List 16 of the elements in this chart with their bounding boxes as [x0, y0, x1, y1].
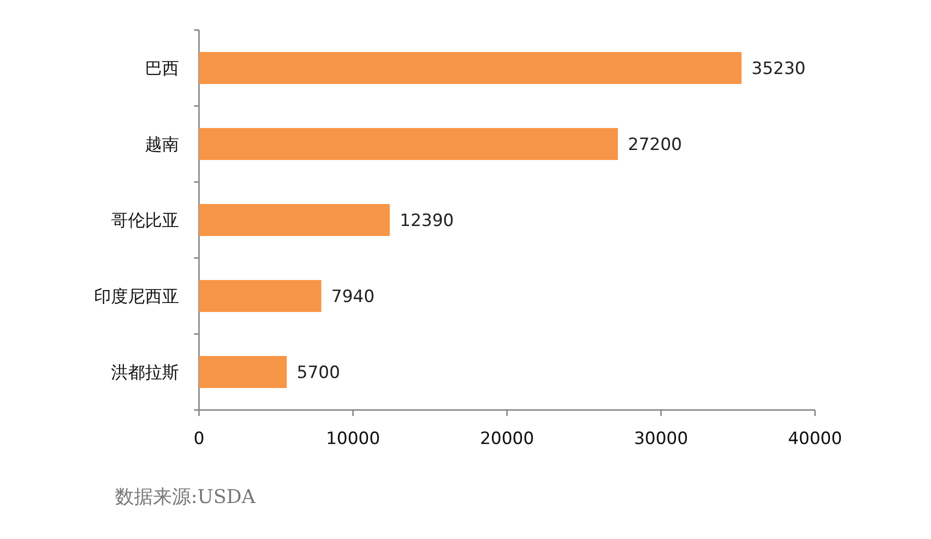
data-label: 35230 [752, 59, 806, 79]
x-tick-label: 40000 [788, 429, 842, 449]
y-tick-label: 越南 [145, 135, 179, 155]
data-label: 7940 [331, 287, 375, 307]
y-tick-label: 哥伦比亚 [111, 211, 179, 231]
y-tick-label: 印度尼西亚 [94, 287, 179, 307]
data-label: 12390 [400, 211, 454, 231]
x-tick-label: 10000 [326, 429, 380, 449]
x-tick-label: 0 [194, 429, 204, 449]
y-tick-label: 巴西 [145, 59, 179, 79]
data-label: 27200 [628, 135, 682, 155]
y-tick-label: 洪都拉斯 [111, 363, 179, 383]
data-label: 5700 [296, 363, 340, 383]
x-tick-label: 20000 [480, 429, 534, 449]
x-tick-label: 30000 [634, 429, 688, 449]
source-note: 数据来源:USDA [115, 486, 256, 508]
